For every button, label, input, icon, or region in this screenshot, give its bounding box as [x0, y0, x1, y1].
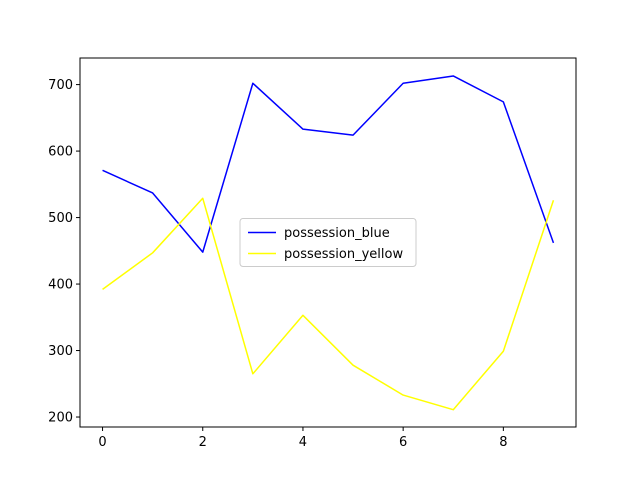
y-tick-label: 200 [48, 411, 73, 426]
legend-box [239, 218, 417, 267]
y-tick-label: 300 [48, 344, 73, 359]
x-tick-label: 2 [199, 435, 207, 450]
x-tick-label: 8 [499, 435, 507, 450]
y-tick-label: 500 [48, 211, 73, 226]
series-line-possession-blue [102, 75, 555, 253]
y-tick-label: 700 [48, 78, 73, 93]
legend: possession_blue possession_yellow [239, 218, 417, 267]
x-tick-label: 6 [399, 435, 407, 450]
y-tick-label: 600 [48, 145, 73, 160]
legend-label-possession-blue: possession_blue [284, 226, 390, 241]
y-axis: 200 300 400 500 600 700 [48, 78, 80, 426]
series-line-possession-yellow [102, 197, 555, 411]
x-tick-label: 4 [299, 435, 307, 450]
legend-label-possession-yellow: possession_yellow [284, 247, 403, 262]
plot-area-frame [79, 57, 577, 428]
plot-lines [102, 75, 555, 411]
x-tick-label: 0 [98, 435, 106, 450]
y-tick-label: 400 [48, 278, 73, 293]
x-axis: 0 2 4 6 8 [98, 427, 507, 450]
